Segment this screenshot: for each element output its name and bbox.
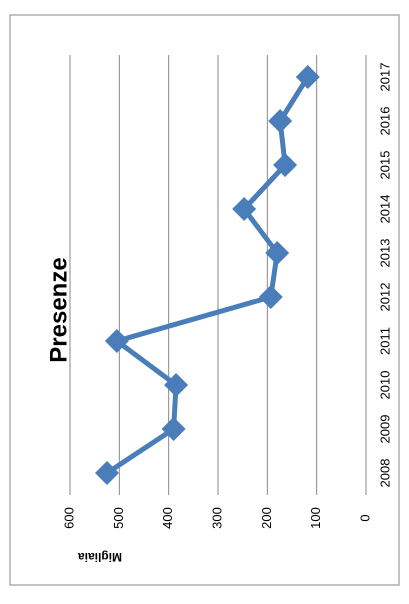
data-marker: [268, 109, 293, 133]
data-marker: [95, 461, 119, 485]
x-tick-label: 2017: [377, 63, 392, 92]
data-line: [105, 75, 310, 476]
chart-frame: [9, 14, 400, 586]
axis-title: Migliaia: [78, 550, 122, 564]
data-marker: [295, 65, 320, 89]
y-tick-label: 600: [61, 507, 76, 529]
data-marker: [161, 417, 186, 441]
y-tick-label: 0: [357, 514, 372, 521]
data-marker: [232, 197, 257, 221]
x-tick-label: 2013: [377, 239, 392, 268]
x-tick-label: 2012: [377, 283, 392, 312]
y-tick-label: 300: [209, 507, 224, 529]
data-marker: [104, 329, 129, 353]
y-tick-label: 500: [111, 507, 126, 529]
x-tick-label: 2016: [377, 107, 392, 136]
x-tick-label: 2008: [377, 459, 392, 488]
y-tick-label: 200: [259, 507, 274, 529]
data-marker: [258, 285, 283, 309]
y-tick-label: 400: [160, 507, 175, 529]
data-marker: [273, 153, 298, 177]
chart-title: Presenze: [45, 257, 72, 362]
x-tick-label: 2011: [377, 327, 392, 355]
data-marker: [265, 241, 290, 265]
x-tick-label: 2014: [377, 195, 392, 224]
x-tick-label: 2009: [377, 415, 392, 444]
y-tick-label: 100: [308, 507, 323, 529]
x-tick-label: 2015: [377, 151, 392, 180]
data-marker: [164, 373, 189, 397]
x-tick-label: 2010: [377, 371, 392, 400]
